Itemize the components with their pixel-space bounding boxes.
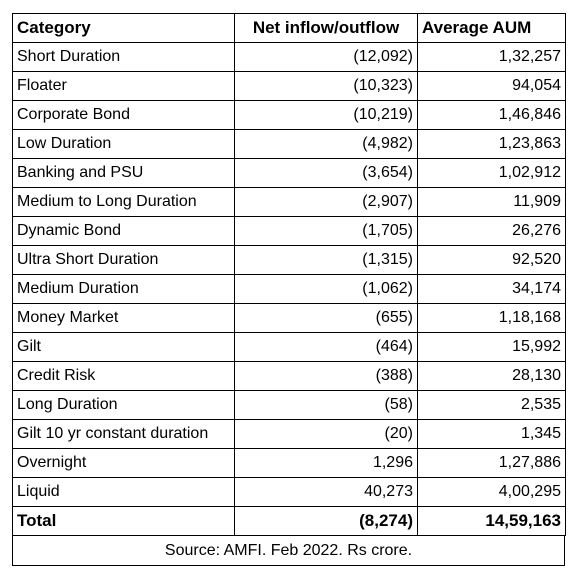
average-aum-cell: 1,02,912 xyxy=(417,158,566,188)
net-flow-cell: 40,273 xyxy=(234,477,418,507)
category-cell: Long Duration xyxy=(12,390,235,420)
net-flow-cell: (20) xyxy=(234,419,418,449)
table-row: Floater (10,323) 94,054 xyxy=(12,71,566,101)
category-cell: Money Market xyxy=(12,303,235,333)
average-aum-cell: 15,992 xyxy=(417,332,566,362)
table-row: Corporate Bond (10,219) 1,46,846 xyxy=(12,100,566,130)
category-cell: Medium Duration xyxy=(12,274,235,304)
category-cell: Gilt xyxy=(12,332,235,362)
average-aum-cell: 94,054 xyxy=(417,71,566,101)
table-row: Gilt 10 yr constant duration (20) 1,345 xyxy=(12,419,566,449)
net-flow-cell: (655) xyxy=(234,303,418,333)
average-aum-cell: 4,00,295 xyxy=(417,477,566,507)
table-row: Medium to Long Duration (2,907) 11,909 xyxy=(12,187,566,217)
fund-flow-table-container: Category Net inflow/outflow Average AUM … xyxy=(12,13,566,566)
table-row: Ultra Short Duration (1,315) 92,520 xyxy=(12,245,566,275)
average-aum-cell: 92,520 xyxy=(417,245,566,275)
category-cell: Overnight xyxy=(12,448,235,478)
net-flow-cell: 1,296 xyxy=(234,448,418,478)
net-flow-cell: (3,654) xyxy=(234,158,418,188)
net-flow-cell: (12,092) xyxy=(234,42,418,72)
average-aum-cell: 2,535 xyxy=(417,390,566,420)
source-note: Source: AMFI. Feb 2022. Rs crore. xyxy=(12,536,565,566)
table-row: Overnight 1,296 1,27,886 xyxy=(12,448,566,478)
net-flow-cell: (1,315) xyxy=(234,245,418,275)
net-flow-cell: (4,982) xyxy=(234,129,418,159)
table-row: Short Duration (12,092) 1,32,257 xyxy=(12,42,566,72)
net-flow-cell: (388) xyxy=(234,361,418,391)
average-aum-cell: 26,276 xyxy=(417,216,566,246)
header-category: Category xyxy=(12,13,235,43)
net-flow-cell: (1,705) xyxy=(234,216,418,246)
category-cell: Banking and PSU xyxy=(12,158,235,188)
table-row: Medium Duration (1,062) 34,174 xyxy=(12,274,566,304)
average-aum-cell: 1,18,168 xyxy=(417,303,566,333)
average-aum-cell: 28,130 xyxy=(417,361,566,391)
header-row: Category Net inflow/outflow Average AUM xyxy=(12,13,566,43)
header-average-aum: Average AUM xyxy=(417,13,566,43)
table-row: Long Duration (58) 2,535 xyxy=(12,390,566,420)
average-aum-cell: 1,32,257 xyxy=(417,42,566,72)
table-row: Money Market (655) 1,18,168 xyxy=(12,303,566,333)
category-cell: Medium to Long Duration xyxy=(12,187,235,217)
average-aum-cell: 1,23,863 xyxy=(417,129,566,159)
total-label: Total xyxy=(12,506,235,536)
table-row: Gilt (464) 15,992 xyxy=(12,332,566,362)
category-cell: Low Duration xyxy=(12,129,235,159)
total-row: Total (8,274) 14,59,163 xyxy=(12,506,566,536)
category-cell: Floater xyxy=(12,71,235,101)
total-net-flow: (8,274) xyxy=(234,506,418,536)
table-row: Credit Risk (388) 28,130 xyxy=(12,361,566,391)
average-aum-cell: 34,174 xyxy=(417,274,566,304)
net-flow-cell: (10,323) xyxy=(234,71,418,101)
net-flow-cell: (2,907) xyxy=(234,187,418,217)
category-cell: Gilt 10 yr constant duration xyxy=(12,419,235,449)
net-flow-cell: (464) xyxy=(234,332,418,362)
header-net-flow: Net inflow/outflow xyxy=(234,13,418,43)
net-flow-cell: (10,219) xyxy=(234,100,418,130)
category-cell: Dynamic Bond xyxy=(12,216,235,246)
table-row: Liquid 40,273 4,00,295 xyxy=(12,477,566,507)
total-average-aum: 14,59,163 xyxy=(417,506,566,536)
table-body: Short Duration (12,092) 1,32,257 Floater (10… xyxy=(12,42,566,536)
net-flow-cell: (1,062) xyxy=(234,274,418,304)
category-cell: Ultra Short Duration xyxy=(12,245,235,275)
average-aum-cell: 11,909 xyxy=(417,187,566,217)
table-row: Dynamic Bond (1,705) 26,276 xyxy=(12,216,566,246)
category-cell: Liquid xyxy=(12,477,235,507)
table-row: Low Duration (4,982) 1,23,863 xyxy=(12,129,566,159)
category-cell: Short Duration xyxy=(12,42,235,72)
category-cell: Credit Risk xyxy=(12,361,235,391)
average-aum-cell: 1,27,886 xyxy=(417,448,566,478)
average-aum-cell: 1,345 xyxy=(417,419,566,449)
table-row: Banking and PSU (3,654) 1,02,912 xyxy=(12,158,566,188)
net-flow-cell: (58) xyxy=(234,390,418,420)
average-aum-cell: 1,46,846 xyxy=(417,100,566,130)
category-cell: Corporate Bond xyxy=(12,100,235,130)
fund-flow-table: Category Net inflow/outflow Average AUM … xyxy=(12,13,566,536)
